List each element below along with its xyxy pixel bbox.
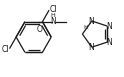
Text: Cl: Cl xyxy=(1,45,9,54)
Text: Cl: Cl xyxy=(50,5,57,14)
Text: O: O xyxy=(37,25,42,34)
Text: N: N xyxy=(106,38,112,47)
Text: N: N xyxy=(88,43,94,52)
Text: N: N xyxy=(106,21,112,30)
Text: H: H xyxy=(51,13,56,18)
Text: N: N xyxy=(88,16,94,25)
Text: N: N xyxy=(50,17,56,26)
Text: H: H xyxy=(84,25,88,30)
